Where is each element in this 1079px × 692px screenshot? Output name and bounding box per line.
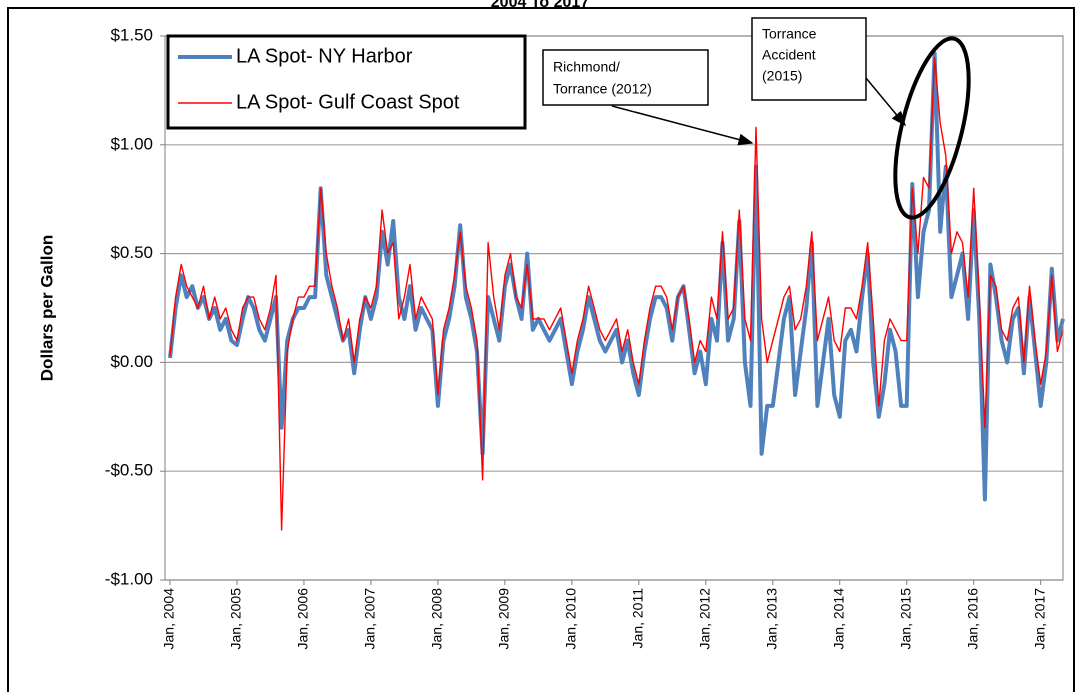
x-tick-label: Jan, 2013 xyxy=(763,588,779,650)
y-tick-label: $1.00 xyxy=(110,134,153,153)
annotation-text: Accident xyxy=(762,47,816,63)
arrow xyxy=(611,105,754,146)
plot-border xyxy=(164,35,1064,581)
annotation-text: Richmond/ xyxy=(553,59,620,75)
annotation-box xyxy=(542,49,709,106)
arrow xyxy=(865,77,906,127)
x-tick-label: Jan, 2016 xyxy=(964,588,980,650)
x-tick-label: Jan, 2015 xyxy=(897,588,913,650)
y-axis-label: Dollars per Gallon xyxy=(37,235,56,381)
y-tick-label: $0.00 xyxy=(110,352,153,371)
x-tick-label: Jan, 2010 xyxy=(563,588,579,650)
legend-label: LA Spot- NY Harbor xyxy=(236,45,413,67)
annotation-text: Torrance (2012) xyxy=(553,81,652,97)
annotation-text: Torrance xyxy=(762,26,817,42)
x-tick-label: Jan, 2009 xyxy=(496,588,512,650)
x-tick-label: Jan, 2007 xyxy=(362,588,378,650)
x-tick-label: Jan, 2014 xyxy=(830,588,846,650)
x-tick-label: Jan, 2012 xyxy=(697,588,713,650)
plot-lines xyxy=(168,51,1065,531)
annotation-box xyxy=(751,17,867,101)
annotation-text: (2015) xyxy=(762,68,802,84)
x-tick-label: Jan, 2005 xyxy=(228,588,244,650)
legend-label: LA Spot- Gulf Coast Spot xyxy=(236,91,460,113)
chart-title: 2004 To 2017 xyxy=(491,0,590,11)
series-line xyxy=(169,57,1064,531)
x-tick-label: Jan, 2004 xyxy=(161,588,177,650)
y-tick-label: -$0.50 xyxy=(105,461,153,480)
legend-box xyxy=(166,34,527,130)
x-tick-label: Jan, 2017 xyxy=(1031,588,1047,650)
y-tick-label: $1.50 xyxy=(110,25,153,44)
y-tick-label: $0.50 xyxy=(110,243,153,262)
x-tick-label: Jan, 2006 xyxy=(295,588,311,650)
overlay: LA Spot- NY Harbor LA Spot- Gulf Coast Sp… xyxy=(166,17,971,220)
y-tick-label: -$1.00 xyxy=(105,569,153,588)
x-tick-label: Jan, 2011 xyxy=(630,588,646,649)
x-tick-label: Jan, 2008 xyxy=(429,588,445,650)
